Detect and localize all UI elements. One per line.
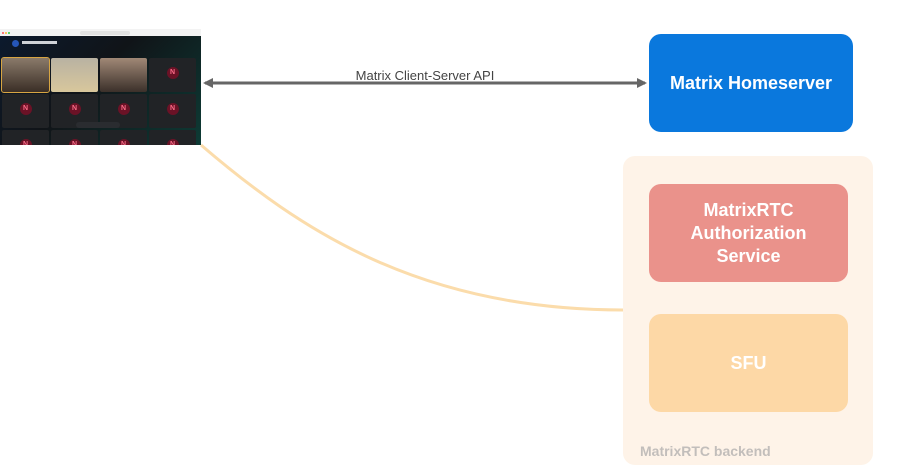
participant-tile: N (2, 94, 49, 128)
url-bar (80, 30, 130, 35)
client-server-api-label: Matrix Client-Server API (355, 68, 495, 83)
room-avatar (12, 40, 19, 47)
participant-tile (1, 57, 50, 93)
backend-label: MatrixRTC backend (640, 443, 771, 459)
participant-tile (100, 58, 147, 92)
authorization-service-node: MatrixRTC Authorization Service (649, 184, 848, 282)
video-call-screenshot: N N N N N N N N N (0, 29, 201, 145)
participant-tile: N (100, 130, 147, 145)
client-backend-edge (200, 143, 624, 312)
authorization-service-label: MatrixRTC Authorization Service (690, 199, 807, 266)
matrix-homeserver-node: Matrix Homeserver (649, 34, 853, 132)
participant-tile: N (51, 130, 98, 145)
participant-grid: N N N N N N N N N (1, 57, 196, 145)
participant-tile: N (149, 94, 196, 128)
meeting-title (22, 41, 57, 44)
participant-tile: N (2, 130, 49, 145)
participant-tile: N (149, 58, 196, 92)
participant-tile: N (149, 130, 196, 145)
sfu-node: SFU (649, 314, 848, 412)
participant-tile (51, 58, 98, 92)
call-controls (76, 122, 120, 128)
